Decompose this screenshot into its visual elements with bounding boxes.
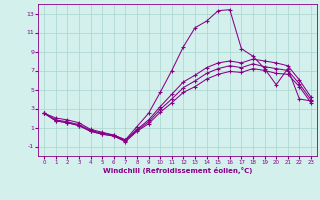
X-axis label: Windchill (Refroidissement éolien,°C): Windchill (Refroidissement éolien,°C) <box>103 167 252 174</box>
